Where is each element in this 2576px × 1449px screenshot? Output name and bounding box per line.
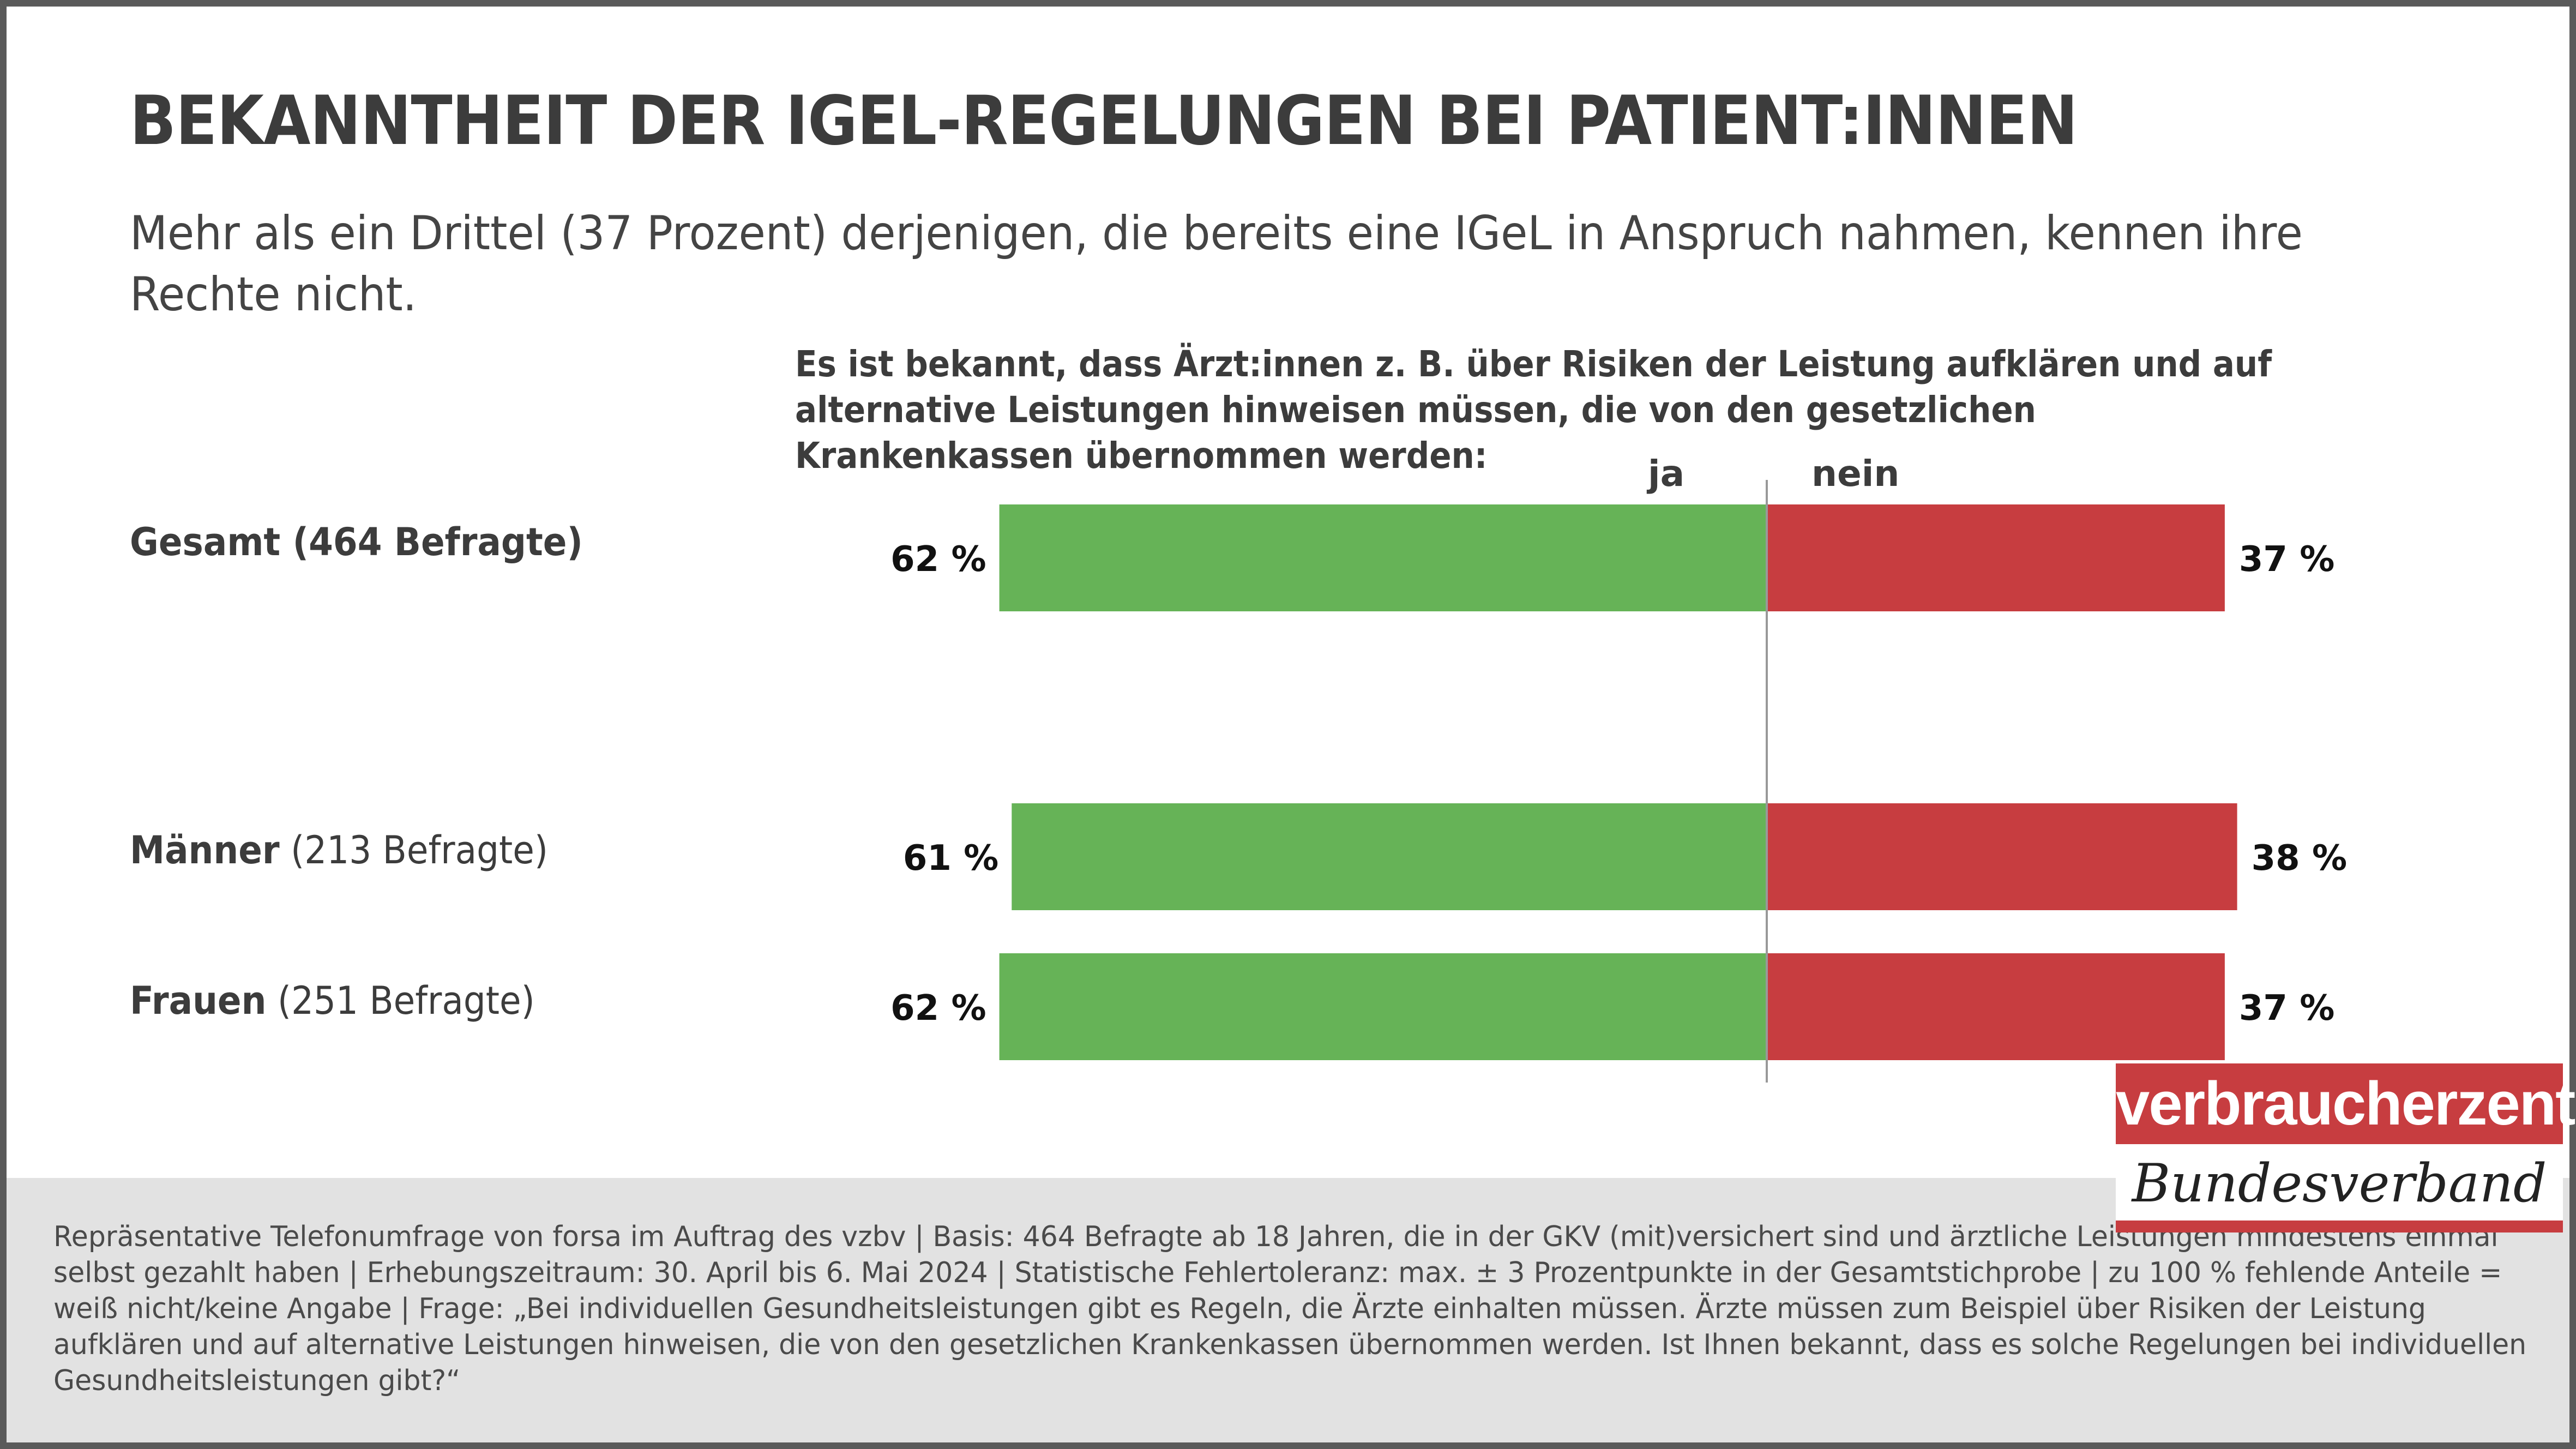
- bar-nein: [1767, 504, 2225, 611]
- data-label-nein: 37 %: [2239, 988, 2334, 1029]
- page-title: BEKANNTHEIT DER IGEL-REGELUNGEN BEI PATI…: [130, 82, 2078, 160]
- bar-nein: [1767, 953, 2225, 1060]
- row-label-gesamt: Gesamt (464 Befragte): [130, 520, 583, 564]
- row-label-normal: (251 Befragte): [266, 978, 535, 1023]
- logo-subline: Bundesverband: [2116, 1144, 2563, 1223]
- bar-ja: [1012, 803, 1767, 910]
- row-label-strong: Frauen: [130, 978, 267, 1023]
- footer-methodology-note: Repräsentative Telefonumfrage von forsa …: [53, 1220, 2527, 1397]
- row-label-maenner: Männer (213 Befragte): [130, 828, 548, 873]
- row-label-normal: (213 Befragte): [279, 828, 548, 873]
- bar-ja: [999, 953, 1767, 1060]
- row-label-frauen: Frauen (251 Befragte): [130, 978, 535, 1023]
- row-label-strong: Gesamt (464 Befragte): [130, 520, 583, 564]
- legend-nein: nein: [1811, 453, 1900, 495]
- legend-ja: ja: [1648, 453, 1685, 495]
- page-subtitle: Mehr als ein Drittel (37 Prozent) derjen…: [130, 206, 2303, 322]
- data-label-ja: 62 %: [890, 539, 986, 580]
- logo-wordmark: verbraucherzentrale: [2116, 1063, 2576, 1144]
- chart-question: Es ist bekannt, dass Ärzt:innen z. B. üb…: [795, 343, 2272, 477]
- data-label-ja: 61 %: [903, 838, 998, 879]
- row-label-strong: Männer: [130, 828, 280, 873]
- logo-underline: [2116, 1220, 2563, 1232]
- data-label-nein: 38 %: [2252, 838, 2347, 879]
- data-label-ja: 62 %: [890, 988, 986, 1029]
- bar-ja: [999, 504, 1767, 611]
- data-label-nein: 37 %: [2239, 539, 2334, 580]
- vzbv-logo: verbraucherzentrale Bundesverband: [2116, 1063, 2576, 1232]
- bar-nein: [1767, 803, 2237, 910]
